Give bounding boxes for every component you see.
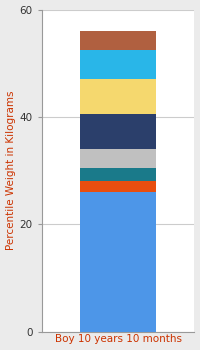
- Bar: [80, 50, 156, 79]
- Bar: [80, 79, 156, 114]
- Bar: [80, 168, 156, 181]
- Bar: [80, 114, 156, 149]
- Bar: [80, 192, 156, 332]
- Bar: [80, 31, 156, 50]
- Bar: [80, 181, 156, 192]
- Y-axis label: Percentile Weight in Kilograms: Percentile Weight in Kilograms: [6, 91, 16, 250]
- Bar: [80, 149, 156, 168]
